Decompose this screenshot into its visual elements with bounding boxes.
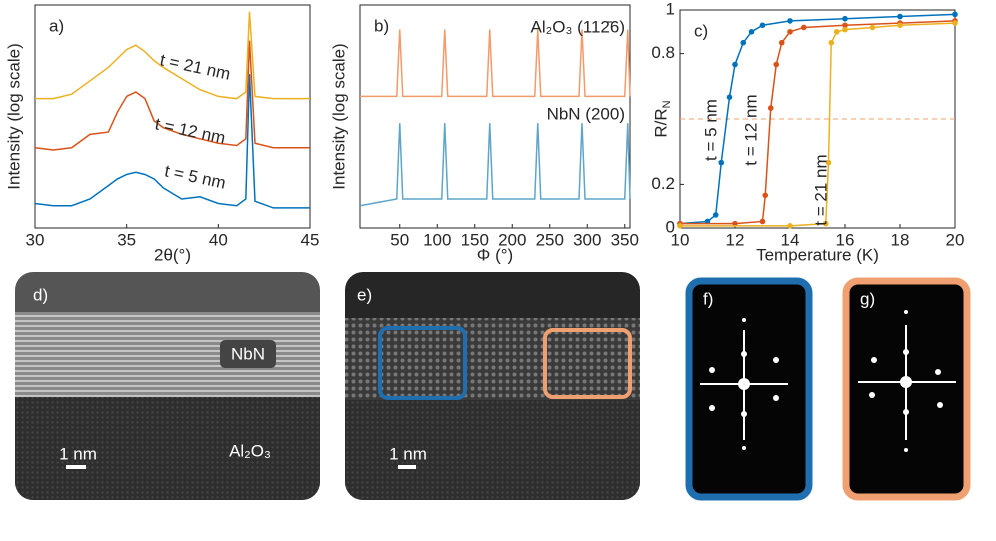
data-point — [952, 11, 958, 18]
data-point — [952, 20, 958, 26]
x-tick-label: 20 — [946, 230, 965, 249]
series-line — [680, 20, 956, 225]
data-point — [762, 192, 769, 199]
series-line — [359, 123, 631, 207]
data-point — [787, 29, 793, 35]
data-point — [704, 218, 711, 225]
panel-label: e) — [357, 285, 372, 304]
data-point — [800, 24, 807, 31]
region-box — [378, 326, 467, 400]
x-tick-label: 18 — [891, 230, 910, 249]
axes-frame — [359, 4, 631, 229]
data-point — [726, 94, 733, 100]
x-tick-label: 150 — [461, 230, 489, 249]
scale-bar — [398, 465, 416, 469]
data-point — [842, 26, 848, 33]
y-axis-label: Intensity (log scale) — [329, 43, 348, 189]
y-tick-label: 0.2 — [651, 174, 675, 193]
data-point — [773, 61, 780, 68]
x-tick-label: 300 — [573, 230, 601, 249]
series-label: t = 12 nm — [741, 94, 760, 165]
x-axis-label: 2θ(°) — [154, 245, 191, 264]
y-axis-label-subscript: N — [661, 100, 673, 108]
series-label: t = 12 nm — [153, 114, 227, 147]
panel-label: a) — [49, 16, 64, 35]
data-point — [712, 212, 719, 218]
series-line — [360, 29, 631, 98]
x-tick-label: 12 — [726, 230, 745, 249]
data-point — [718, 159, 725, 166]
series-line — [35, 11, 310, 100]
data-point — [897, 22, 903, 29]
data-point — [787, 223, 793, 229]
scale-bar — [66, 465, 86, 469]
series-line — [680, 22, 956, 227]
label-box — [220, 340, 276, 368]
data-point — [748, 29, 755, 35]
data-point — [732, 220, 738, 227]
tem-image-e: e) 1 nm — [345, 272, 640, 500]
series-label: Al₂O₃ (112̄6) — [531, 17, 625, 36]
data-point — [759, 22, 766, 29]
x-tick-label: 350 — [611, 230, 639, 249]
fft-image-g: g) — [842, 277, 971, 501]
x-tick-label: 40 — [209, 230, 228, 249]
data-point — [822, 220, 829, 227]
axes-frame — [34, 4, 311, 229]
panel-label: g) — [860, 289, 875, 308]
x-tick-label: 45 — [301, 230, 320, 249]
panel-label: b) — [374, 16, 389, 35]
series-label: t = 5 nm — [163, 161, 227, 192]
series-line — [34, 40, 310, 151]
x-tick-label: 250 — [536, 230, 564, 249]
series-label: t = 21 nm — [811, 154, 830, 225]
y-tick-label: 1 — [666, 0, 675, 18]
data-point — [869, 24, 876, 31]
data-point — [897, 13, 903, 20]
x-axis-label: Temperature (K) — [756, 245, 879, 264]
y-tick-label: 0 — [666, 217, 675, 236]
x-tick-label: 100 — [423, 230, 451, 249]
data-point — [828, 39, 835, 46]
data-point — [740, 39, 747, 46]
x-tick-label: 10 — [671, 230, 690, 249]
x-tick-label: 30 — [26, 230, 45, 249]
panel-label: c) — [694, 21, 708, 40]
data-point — [833, 29, 840, 35]
data-point — [842, 15, 848, 22]
x-tick-label: 14 — [781, 230, 800, 249]
series-line — [34, 74, 310, 209]
data-point — [677, 223, 683, 229]
fft-image-f: f) — [685, 277, 813, 501]
series-label: t = 21 nm — [158, 50, 232, 83]
data-point — [842, 22, 848, 29]
data-point — [787, 18, 793, 24]
substrate-label: Al₂O₃ — [229, 441, 271, 460]
data-point — [759, 218, 766, 225]
x-tick-label: 35 — [117, 230, 136, 249]
series-label: t = 5 nm — [701, 99, 720, 161]
x-tick-label: 16 — [836, 230, 855, 249]
y-tick-label: 0.8 — [651, 43, 675, 62]
panel-label: d) — [33, 285, 48, 304]
data-point — [825, 159, 832, 166]
y-axis-label: Intensity (log scale) — [4, 43, 23, 189]
panel-label: f) — [703, 289, 713, 308]
data-point — [732, 61, 738, 68]
film-label: NbN — [231, 344, 265, 363]
scale-label: 1 nm — [389, 444, 427, 463]
x-tick-label: 50 — [390, 230, 409, 249]
x-tick-label: 200 — [498, 230, 526, 249]
x-axis-label: Φ (°) — [477, 245, 513, 264]
tem-image-d: d) NbN Al₂O₃ 1 nm — [15, 272, 320, 500]
region-box — [543, 328, 632, 399]
data-point — [778, 39, 785, 46]
y-axis-label: R/RN — [651, 100, 672, 137]
series-label: NbN (200) — [547, 104, 625, 123]
data-point — [767, 105, 774, 111]
scale-label: 1 nm — [59, 444, 97, 463]
